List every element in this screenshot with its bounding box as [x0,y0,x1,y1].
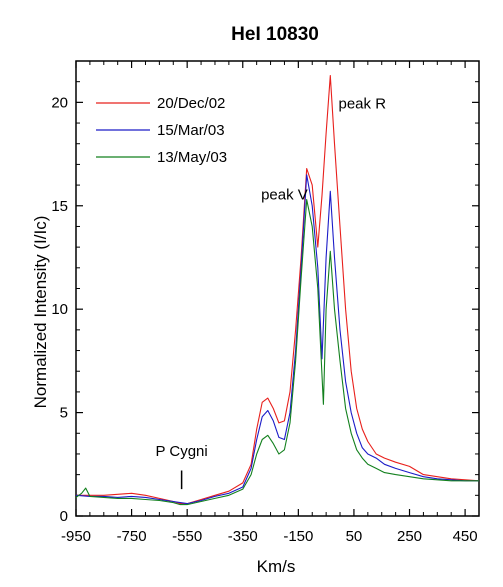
axis-ticks: -950 -750 -550 -350 -150 50 250 450 0 5 10 15 20 [51,60,480,545]
y-tick-label: 20 [51,94,68,111]
annotation-label: peak R [339,96,387,113]
plot-frame [75,60,480,517]
x-tick-label: -750 [117,528,147,545]
annotation-label: peak V [261,187,308,204]
x-tick-label: 250 [397,528,422,545]
chart-title: HeI 10830 [231,24,319,45]
series-lines [75,74,480,506]
legend-label: 15/Mar/03 [157,122,225,139]
x-axis-label: Km/s [257,557,296,576]
annotations: peak R peak V P Cygni [155,96,386,490]
annotation-label: P Cygni [155,443,207,460]
x-tick-label: 50 [346,528,363,545]
series-line-3 [75,199,479,506]
y-tick-label: 10 [51,301,68,318]
y-tick-label: 0 [60,508,68,525]
x-tick-label: -950 [61,528,91,545]
legend-label: 13/May/03 [157,149,227,166]
x-tick-label: -150 [283,528,313,545]
y-tick-label: 5 [60,405,68,422]
legend: 20/Dec/02 15/Mar/03 13/May/03 [96,95,227,166]
x-tick-label: 450 [453,528,478,545]
y-axis-label: Normalized Intensity (I/Ic) [31,216,50,409]
y-tick-label: 15 [51,198,68,215]
series-line-2 [75,174,479,505]
x-tick-label: -550 [172,528,202,545]
x-tick-label: -350 [228,528,258,545]
series-line-1 [76,74,480,505]
legend-label: 20/Dec/02 [157,95,225,112]
